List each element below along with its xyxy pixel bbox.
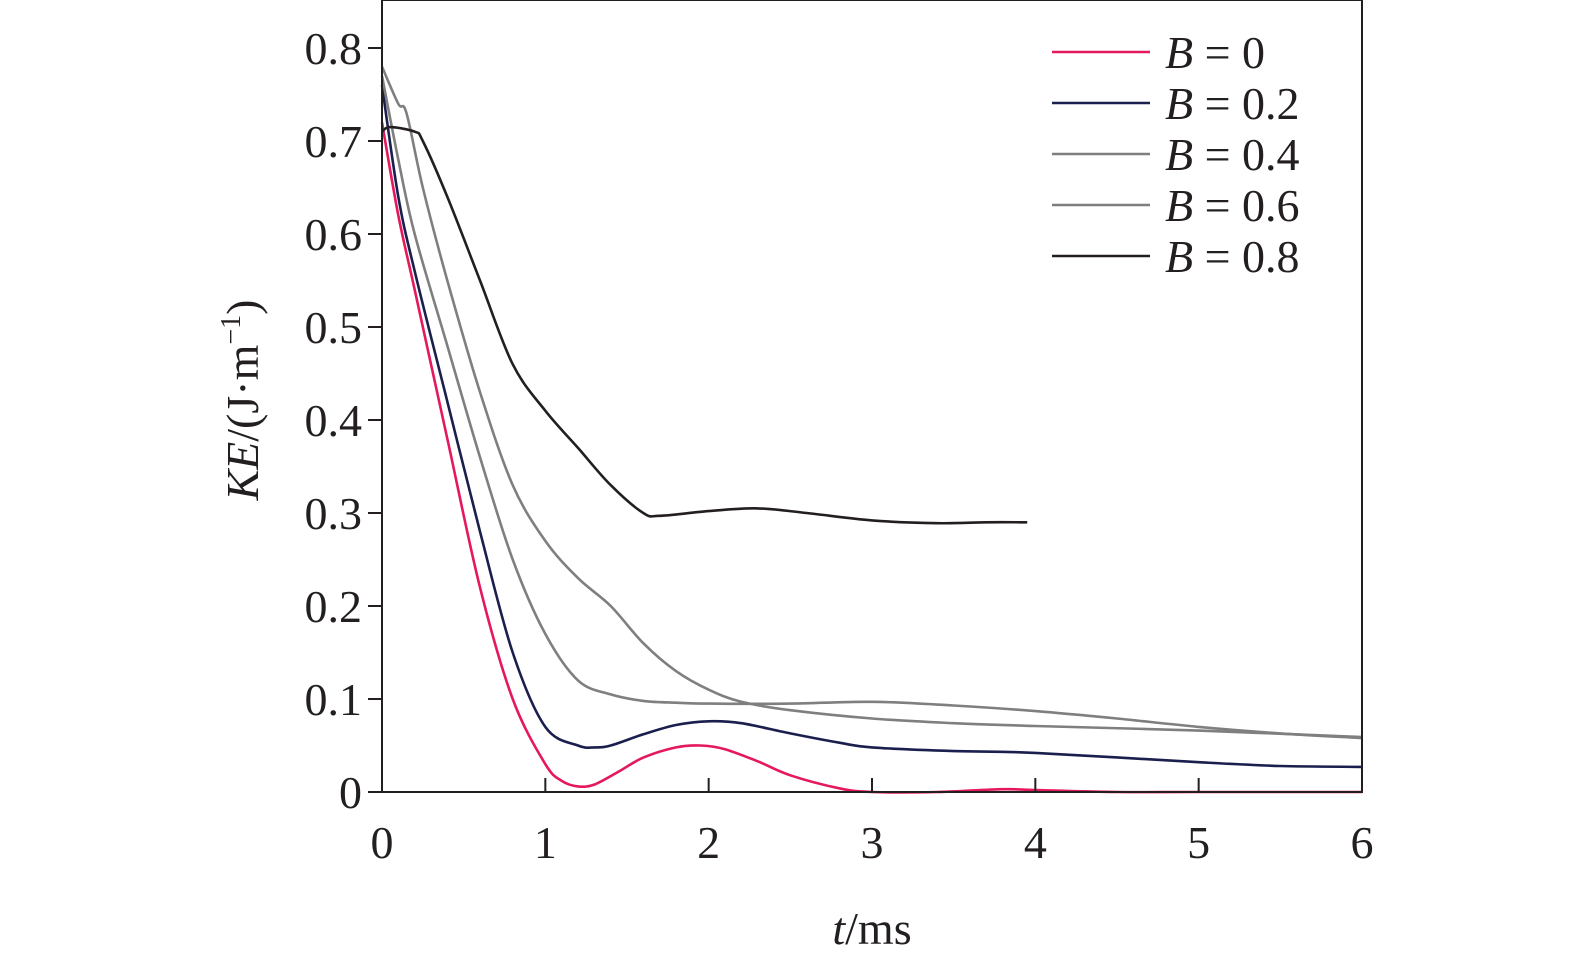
legend-label: B = 0 [1165, 27, 1265, 78]
x-tick-label: 1 [534, 817, 557, 868]
series-line-0 [380, 122, 1362, 794]
y-axis-variable: KE [217, 442, 268, 502]
legend-item: B = 0.4 [1052, 129, 1300, 180]
legend-item: B = 0.2 [1052, 78, 1300, 129]
series-line-4 [381, 125, 1028, 525]
y-axis-label: KE/(J·m−1) [216, 299, 268, 501]
ticks-layer: 0 1 2 3 4 5 6 0 0.1 0.2 0.3 0.4 0.5 0.6 0.7 0.8 [305, 23, 1374, 868]
series-line-1 [380, 85, 1363, 769]
y-tick-label: 0.1 [305, 674, 363, 725]
y-tick-label: 0.2 [305, 581, 363, 632]
legend-label: B = 0.2 [1165, 78, 1300, 129]
series-line-3 [380, 66, 1363, 739]
y-tick-label: 0.7 [305, 116, 363, 167]
y-axis-unit-exponent: −1 [216, 315, 247, 345]
legend-item: B = 0.8 [1052, 231, 1300, 282]
x-axis-variable: t [832, 903, 846, 954]
x-tick-label: 3 [861, 817, 884, 868]
y-tick-label: 0.4 [305, 395, 363, 446]
legend-label: B = 0.8 [1165, 231, 1300, 282]
x-axis-label: t/ms [832, 903, 911, 954]
x-tick-label: 2 [697, 817, 720, 868]
y-axis-unit-close: ) [217, 299, 268, 314]
legend-label: B = 0.4 [1165, 129, 1300, 180]
y-tick-label: 0.5 [305, 302, 363, 353]
x-axis-unit: /ms [845, 903, 911, 954]
x-tick-label: 0 [371, 817, 394, 868]
series-line-2 [380, 75, 1363, 740]
y-tick-label: 0.8 [305, 23, 363, 74]
series-layer [380, 66, 1363, 794]
x-tick-label: 5 [1187, 817, 1210, 868]
x-tick-label: 4 [1024, 817, 1047, 868]
y-tick-label: 0.6 [305, 209, 363, 260]
y-tick-label: 0 [339, 767, 362, 818]
legend-item: B = 0.6 [1052, 180, 1300, 231]
x-tick-label: 6 [1351, 817, 1374, 868]
legend-label: B = 0.6 [1165, 180, 1300, 231]
y-axis-unit: /(J·m [217, 344, 268, 441]
legend-item: B = 0 [1052, 27, 1265, 78]
legend: B = 0B = 0.2B = 0.4B = 0.6B = 0.8 [1052, 27, 1300, 282]
y-tick-label: 0.3 [305, 488, 363, 539]
